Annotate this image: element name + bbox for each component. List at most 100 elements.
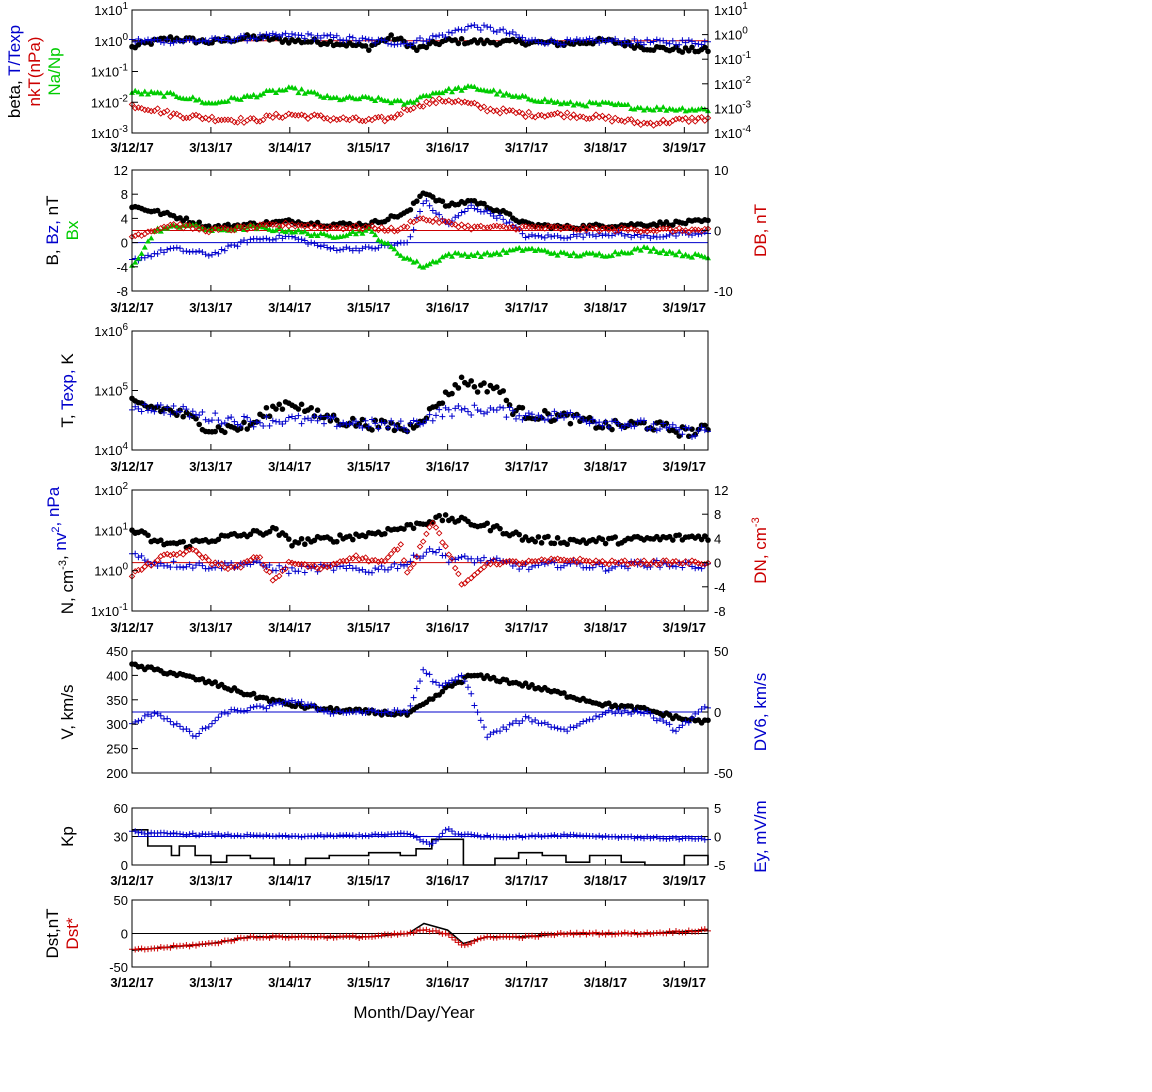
data-point: [656, 225, 664, 233]
data-point: [375, 566, 382, 573]
data-point: [510, 411, 516, 418]
data-point: [362, 832, 369, 839]
data-point: [599, 563, 606, 570]
data-point: [689, 44, 695, 51]
data-point: [349, 228, 356, 235]
data-point: [628, 40, 635, 47]
data-point: [499, 558, 507, 566]
data-point: [212, 428, 218, 435]
data-point: [282, 30, 289, 37]
data-point: [570, 931, 577, 938]
data-point: [586, 35, 593, 42]
data-point: [660, 104, 667, 110]
data-point: [522, 534, 529, 540]
data-point: [611, 558, 619, 566]
data-point: [679, 105, 686, 111]
data-point: [221, 564, 229, 571]
data-point: [135, 717, 142, 724]
data-point: [618, 558, 625, 565]
data-point: [564, 931, 571, 938]
data-point: [685, 719, 692, 726]
tick-label: 400: [106, 668, 128, 683]
data-point: [481, 554, 487, 561]
data-point: [698, 113, 705, 121]
data-point: [225, 415, 231, 422]
data-point: [625, 101, 631, 107]
data-point: [544, 558, 552, 565]
data-point: [426, 671, 433, 678]
data-point: [407, 565, 414, 572]
data-point: [442, 826, 449, 833]
data-point: [209, 417, 215, 424]
data-point: [499, 105, 507, 112]
tick-label: 1x102: [94, 481, 128, 498]
data-point: [385, 40, 391, 47]
data-point: [132, 87, 139, 94]
data-point: [451, 221, 459, 228]
data-point: [263, 222, 270, 229]
data-point: [163, 550, 171, 558]
data-point: [218, 420, 225, 427]
data-point: [407, 42, 414, 49]
data-point: [176, 549, 184, 557]
data-point: [669, 930, 676, 937]
data-point: [538, 98, 545, 104]
data-point: [177, 830, 183, 837]
data-point: [621, 225, 629, 232]
data-point: [577, 720, 583, 727]
data-point: [304, 563, 312, 571]
data-point: [698, 424, 705, 431]
data-point: [519, 934, 526, 941]
data-point: [311, 413, 318, 420]
data-point: [612, 931, 619, 938]
data-point: [337, 246, 343, 253]
data-point: [679, 227, 686, 235]
axis-title: T, Texp, K: [58, 353, 77, 428]
data-point: [426, 523, 433, 531]
tick-label: 450: [106, 644, 128, 659]
data-point: [480, 103, 488, 110]
data-point: [592, 557, 600, 564]
data-point: [417, 208, 423, 215]
data-point: [637, 247, 644, 253]
data-point: [378, 36, 385, 43]
data-point: [378, 224, 385, 231]
data-point: [135, 89, 142, 95]
data-point: [612, 35, 619, 42]
data-point: [686, 433, 692, 440]
data-point: [279, 566, 286, 573]
data-point: [180, 413, 186, 420]
data-point: [404, 709, 411, 716]
data-point: [161, 249, 167, 256]
data-point: [311, 833, 318, 840]
data-point: [371, 556, 379, 564]
data-point: [189, 941, 196, 948]
axis-title: N, cm-3, nv2, nPa: [44, 486, 77, 614]
data-point: [650, 245, 657, 251]
data-point: [602, 38, 609, 45]
data-point: [631, 106, 638, 112]
data-point: [145, 558, 151, 565]
data-point: [221, 709, 228, 716]
data-point: [253, 419, 260, 426]
data-point: [394, 240, 401, 247]
data-point: [589, 231, 596, 238]
data-point: [653, 427, 660, 434]
data-point: [596, 250, 603, 256]
data-point: [611, 114, 619, 122]
data-point: [513, 31, 519, 38]
data-point: [471, 402, 478, 409]
data-point: [291, 223, 299, 230]
data-point: [189, 830, 196, 837]
data-point: [609, 708, 615, 715]
data-point: [612, 833, 619, 840]
data-point: [702, 422, 708, 429]
data-point: [432, 215, 440, 223]
data-point: [164, 36, 171, 43]
data-point: [308, 404, 315, 411]
panel-magnetic_field: 3/12/17 3/13/17 3/14/17 3/15/17 3/16/17 3/17/…: [43, 163, 770, 315]
data-point: [202, 251, 209, 258]
data-point: [266, 528, 273, 535]
data-point: [375, 237, 382, 243]
data-point: [372, 420, 379, 427]
